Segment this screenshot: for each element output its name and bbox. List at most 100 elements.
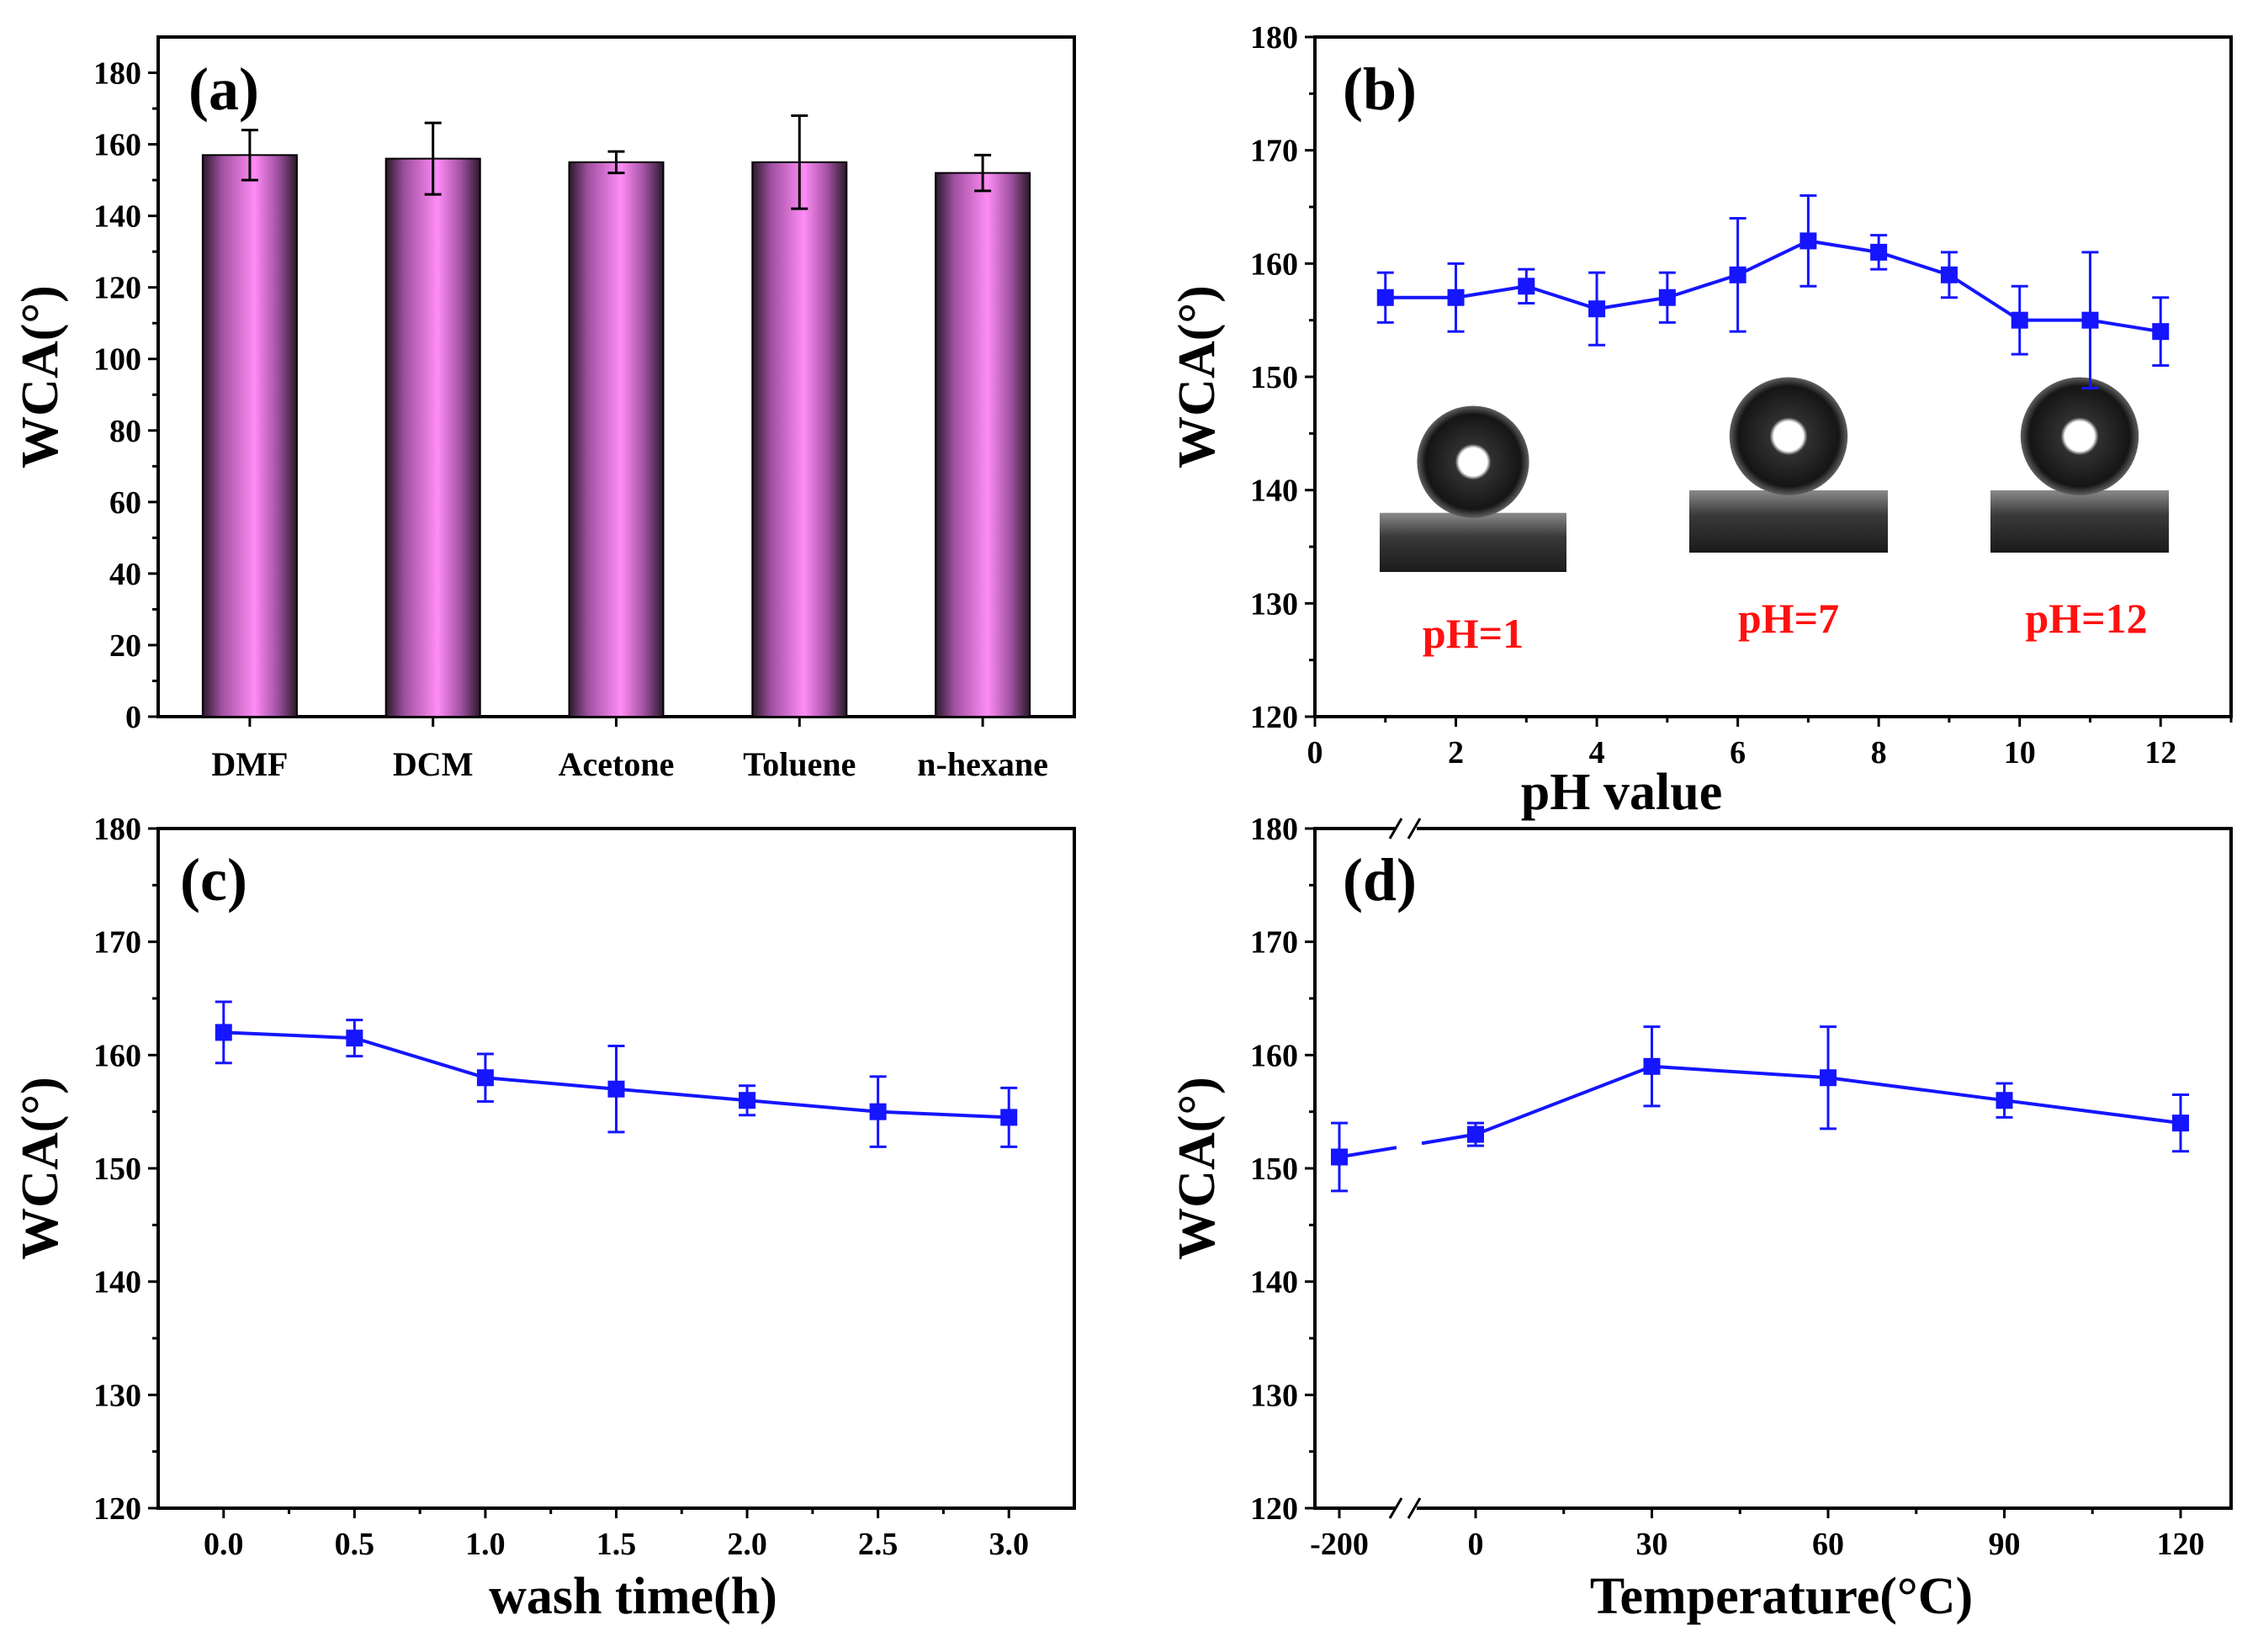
x-tick-label: 0 (1307, 735, 1323, 770)
x-category-label: DCM (393, 745, 474, 783)
x-tick-label: 0 (1468, 1527, 1484, 1562)
data-point (476, 1069, 494, 1087)
x-tick-label: 10 (2004, 735, 2036, 770)
water-droplet (1729, 377, 1848, 495)
data-point (1588, 300, 1606, 318)
x-tick-label: 1.0 (465, 1527, 506, 1562)
x-tick-label: 6 (1730, 735, 1746, 770)
x-tick-label: 120 (2157, 1527, 2205, 1562)
series-line (1385, 239, 2161, 334)
y-tick-label: 140 (93, 199, 141, 235)
y-tick-label: 160 (93, 1038, 141, 1073)
data-point (1820, 1069, 1837, 1087)
data-point (607, 1080, 625, 1098)
data-point (2011, 311, 2028, 329)
y-tick-label: 150 (93, 1152, 141, 1187)
ph-inset-label: pH=1 (1423, 610, 1524, 657)
data-point (2172, 1115, 2189, 1132)
x-tick-label: 2.5 (858, 1527, 898, 1562)
axis-break-mark (1388, 1497, 1403, 1519)
y-tick-label: 60 (109, 485, 141, 521)
panel-label: (d) (1343, 846, 1417, 913)
y-tick-label: 130 (1250, 1378, 1298, 1413)
y-tick-label: 160 (93, 128, 141, 163)
x-category-label: Acetone (559, 745, 675, 783)
data-point (1729, 266, 1747, 283)
panel-label: (a) (188, 56, 259, 123)
x-axis-title: wash time(h) (489, 1568, 777, 1625)
x-category-label: n-hexane (917, 745, 1048, 783)
y-tick-label: 150 (1250, 360, 1298, 395)
data-point (215, 1024, 232, 1041)
y-tick-label: 0 (125, 700, 141, 735)
x-tick-label: 3.0 (989, 1527, 1029, 1562)
x-tick-label: 8 (1871, 735, 1887, 770)
data-point (1940, 266, 1958, 283)
panel-b-ph-chart: 120 130 140 150 160 170 180 WCA(°) 0 2 4 6 8 10 12 pH v… (1169, 20, 2233, 821)
data-point (2081, 311, 2099, 329)
data-point (739, 1092, 756, 1109)
data-point (1518, 278, 1535, 295)
bar (935, 172, 1031, 718)
y-tick-label: 130 (93, 1378, 141, 1413)
data-point (1447, 289, 1465, 306)
substrate (1990, 490, 2169, 553)
ph-inset-label: pH=12 (2025, 595, 2147, 642)
data-point (2152, 323, 2170, 341)
axis-break-mark (1388, 818, 1403, 839)
y-tick-label: 130 (1250, 586, 1298, 622)
y-tick-label: 180 (93, 812, 141, 847)
y-tick-label: 100 (93, 342, 141, 378)
y-tick-label: 170 (93, 925, 141, 961)
y-axis-title: WCA(°) (1169, 1077, 1226, 1260)
x-tick-label: 90 (1989, 1527, 2021, 1562)
series-line-segment (1338, 1146, 1397, 1159)
y-axis-title: WCA(°) (12, 285, 69, 469)
y-tick-label: 180 (93, 56, 141, 92)
substrate (1689, 490, 1888, 553)
plot-frame (156, 827, 1076, 1510)
y-tick-label: 140 (93, 1265, 141, 1300)
x-tick-label: 2 (1448, 735, 1464, 770)
x-axis-title: Temperature(°C) (1590, 1568, 1973, 1625)
data-point (1376, 289, 1394, 306)
data-point (869, 1103, 887, 1120)
x-category-label: Toluene (743, 745, 856, 783)
y-tick-label: 120 (93, 271, 141, 306)
x-axis-title: pH value (1521, 764, 1722, 821)
y-tick-label: 120 (1250, 700, 1298, 735)
data-point (1996, 1092, 2013, 1109)
axis-break-mark (1407, 818, 1422, 839)
x-tick-label: 1.5 (596, 1527, 637, 1562)
x-tick-label: 0.0 (204, 1527, 244, 1562)
y-tick-label: 160 (1250, 246, 1298, 282)
y-tick-label: 40 (109, 557, 141, 592)
axis-break-mark (1407, 1497, 1422, 1519)
y-tick-label: 180 (1250, 20, 1298, 56)
x-tick-label: 12 (2144, 735, 2176, 770)
y-tick-label: 140 (1250, 474, 1298, 509)
series-line-segment (1421, 1132, 1476, 1146)
y-axis-title: WCA(°) (1169, 285, 1226, 469)
y-tick-label: 170 (1250, 925, 1298, 961)
droplet-photo-inset (1689, 377, 1888, 553)
y-tick-label: 150 (1250, 1152, 1298, 1187)
x-tick-label: 4 (1589, 735, 1605, 770)
y-tick-label: 160 (1250, 1038, 1298, 1073)
panel-label: (c) (180, 846, 247, 913)
data-point (1467, 1125, 1484, 1143)
panel-d-temperature-chart: 120 130 140 150 160 170 180 WCA(°) -200 0 30 60 90 12… (1169, 812, 2233, 1625)
panel-label: (b) (1343, 56, 1417, 123)
plot-frame (1313, 827, 2233, 1510)
droplet-photo-inset (1990, 377, 2169, 553)
substrate (1380, 512, 1566, 572)
data-point (346, 1030, 363, 1047)
x-tick-label: 0.5 (335, 1527, 375, 1562)
x-tick-label: 2.0 (727, 1527, 767, 1562)
panel-c-wash-chart: 120 130 140 150 160 170 180 WCA(°) 0.0 0.5 1.0 1.5 2… (12, 812, 1076, 1625)
bar (568, 161, 665, 717)
y-tick-label: 140 (1250, 1265, 1298, 1300)
y-tick-label: 120 (1250, 1491, 1298, 1527)
data-point (1800, 232, 1817, 250)
